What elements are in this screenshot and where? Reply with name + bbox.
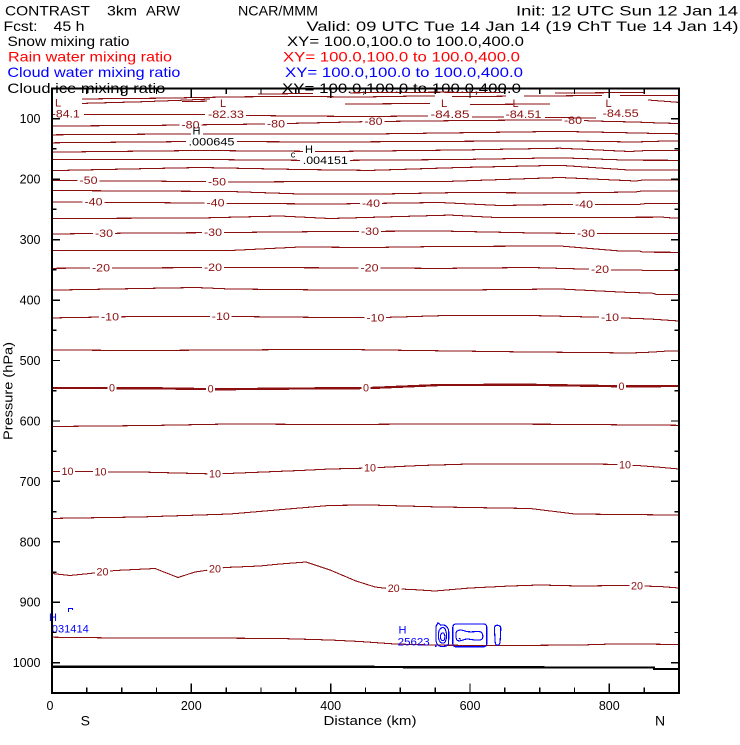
svg-text:Snow mixing ratio: Snow mixing ratio — [8, 33, 130, 49]
svg-text:-80: -80 — [182, 120, 200, 132]
svg-text:20: 20 — [209, 564, 221, 576]
svg-text:-80: -80 — [365, 116, 383, 128]
svg-text:20: 20 — [97, 567, 109, 579]
svg-text:Cloud water mixing ratio: Cloud water mixing ratio — [7, 64, 180, 80]
svg-text:100: 100 — [20, 112, 41, 126]
svg-text:400: 400 — [20, 294, 41, 308]
svg-text:45 h: 45 h — [54, 18, 85, 34]
svg-text:0: 0 — [619, 381, 625, 393]
svg-text:c: c — [291, 150, 296, 160]
svg-text:.004151: .004151 — [303, 155, 348, 167]
svg-text:3km: 3km — [107, 2, 137, 18]
svg-text:10: 10 — [209, 469, 221, 481]
svg-text:-30: -30 — [577, 228, 595, 240]
svg-text:0: 0 — [363, 383, 369, 395]
svg-text:900: 900 — [20, 596, 41, 610]
svg-text:L: L — [220, 98, 226, 110]
svg-text:-50: -50 — [80, 175, 98, 187]
svg-text:800: 800 — [599, 699, 620, 713]
svg-text:H: H — [49, 612, 57, 624]
svg-text:Fcst:: Fcst: — [4, 18, 38, 34]
svg-text:0: 0 — [47, 699, 54, 713]
svg-text:-10: -10 — [101, 312, 119, 324]
svg-text:ARW: ARW — [146, 2, 181, 18]
svg-text:L: L — [441, 98, 447, 110]
svg-text:500: 500 — [20, 354, 41, 368]
svg-text:-40: -40 — [85, 197, 103, 209]
svg-text:800: 800 — [20, 535, 41, 549]
svg-text:25623: 25623 — [398, 637, 430, 649]
svg-text:-10: -10 — [212, 311, 230, 323]
svg-text:L: L — [512, 98, 518, 110]
svg-text:L: L — [605, 98, 611, 110]
svg-text:-20: -20 — [591, 264, 609, 276]
svg-text:031414: 031414 — [52, 624, 89, 636]
svg-text:-20: -20 — [361, 263, 379, 275]
svg-text:-84.55: -84.55 — [603, 108, 639, 120]
svg-text:Valid: 09 UTC Tue 14 Jan 14 (1: Valid: 09 UTC Tue 14 Jan 14 (19 ChT Tue … — [307, 18, 739, 34]
svg-text:200: 200 — [181, 699, 202, 713]
svg-text:0: 0 — [208, 384, 214, 396]
svg-text:600: 600 — [20, 414, 41, 428]
svg-text:-30: -30 — [204, 227, 222, 239]
svg-text:10: 10 — [62, 466, 74, 478]
svg-text:700: 700 — [20, 475, 41, 489]
svg-text:.000645: .000645 — [189, 137, 235, 149]
svg-text:-84.85: -84.85 — [431, 109, 470, 121]
svg-text:XY= 100.0,100.0 to 100.0,400.0: XY= 100.0,100.0 to 100.0,400.0 — [285, 64, 523, 80]
svg-text:-20: -20 — [92, 263, 110, 275]
svg-text:10: 10 — [364, 463, 376, 475]
svg-text:400: 400 — [320, 699, 341, 713]
svg-text:-10: -10 — [601, 312, 619, 324]
svg-text:10: 10 — [619, 460, 631, 472]
svg-text:XY= 100.0,100.0 to 100.0,400.0: XY= 100.0,100.0 to 100.0,400.0 — [283, 49, 520, 65]
svg-text:600: 600 — [460, 699, 481, 713]
svg-text:1000: 1000 — [13, 656, 41, 670]
svg-text:CONTRAST: CONTRAST — [5, 2, 90, 18]
svg-text:H: H — [193, 126, 201, 138]
svg-text:-84.51: -84.51 — [506, 109, 542, 121]
svg-text:200: 200 — [20, 173, 41, 187]
svg-text:Pressure (hPa): Pressure (hPa) — [1, 342, 16, 440]
svg-text:L: L — [55, 98, 61, 110]
svg-text:NCAR/MMM: NCAR/MMM — [238, 2, 318, 18]
svg-text:-10: -10 — [366, 312, 384, 324]
svg-text:0: 0 — [109, 383, 115, 395]
svg-text:-82.33: -82.33 — [208, 109, 244, 121]
svg-text:10: 10 — [95, 466, 107, 478]
svg-text:-40: -40 — [207, 198, 225, 210]
svg-text:N: N — [655, 713, 665, 729]
svg-text:300: 300 — [20, 233, 41, 247]
svg-text:-40: -40 — [362, 198, 380, 210]
svg-text:Rain water mixing ratio: Rain water mixing ratio — [8, 49, 172, 65]
svg-text:20: 20 — [631, 580, 643, 592]
svg-text:-30: -30 — [361, 226, 379, 238]
svg-text:20: 20 — [388, 583, 400, 595]
svg-text:-40: -40 — [575, 199, 593, 211]
svg-text:-84.1: -84.1 — [52, 109, 80, 121]
svg-text:-80: -80 — [267, 118, 285, 130]
svg-text:-30: -30 — [95, 228, 113, 240]
svg-text:Init: 12 UTC Sun 12 Jan 14: Init: 12 UTC Sun 12 Jan 14 — [516, 2, 738, 18]
svg-text:-80: -80 — [564, 115, 582, 127]
svg-text:H: H — [305, 144, 313, 156]
svg-text:H: H — [399, 624, 407, 636]
svg-text:XY= 100.0,100.0 to 100.0,400.0: XY= 100.0,100.0 to 100.0,400.0 — [287, 33, 524, 49]
svg-text:-50: -50 — [208, 176, 226, 188]
svg-text:S: S — [81, 713, 90, 729]
svg-text:-20: -20 — [204, 262, 222, 274]
svg-text:Distance (km): Distance (km) — [324, 713, 417, 728]
